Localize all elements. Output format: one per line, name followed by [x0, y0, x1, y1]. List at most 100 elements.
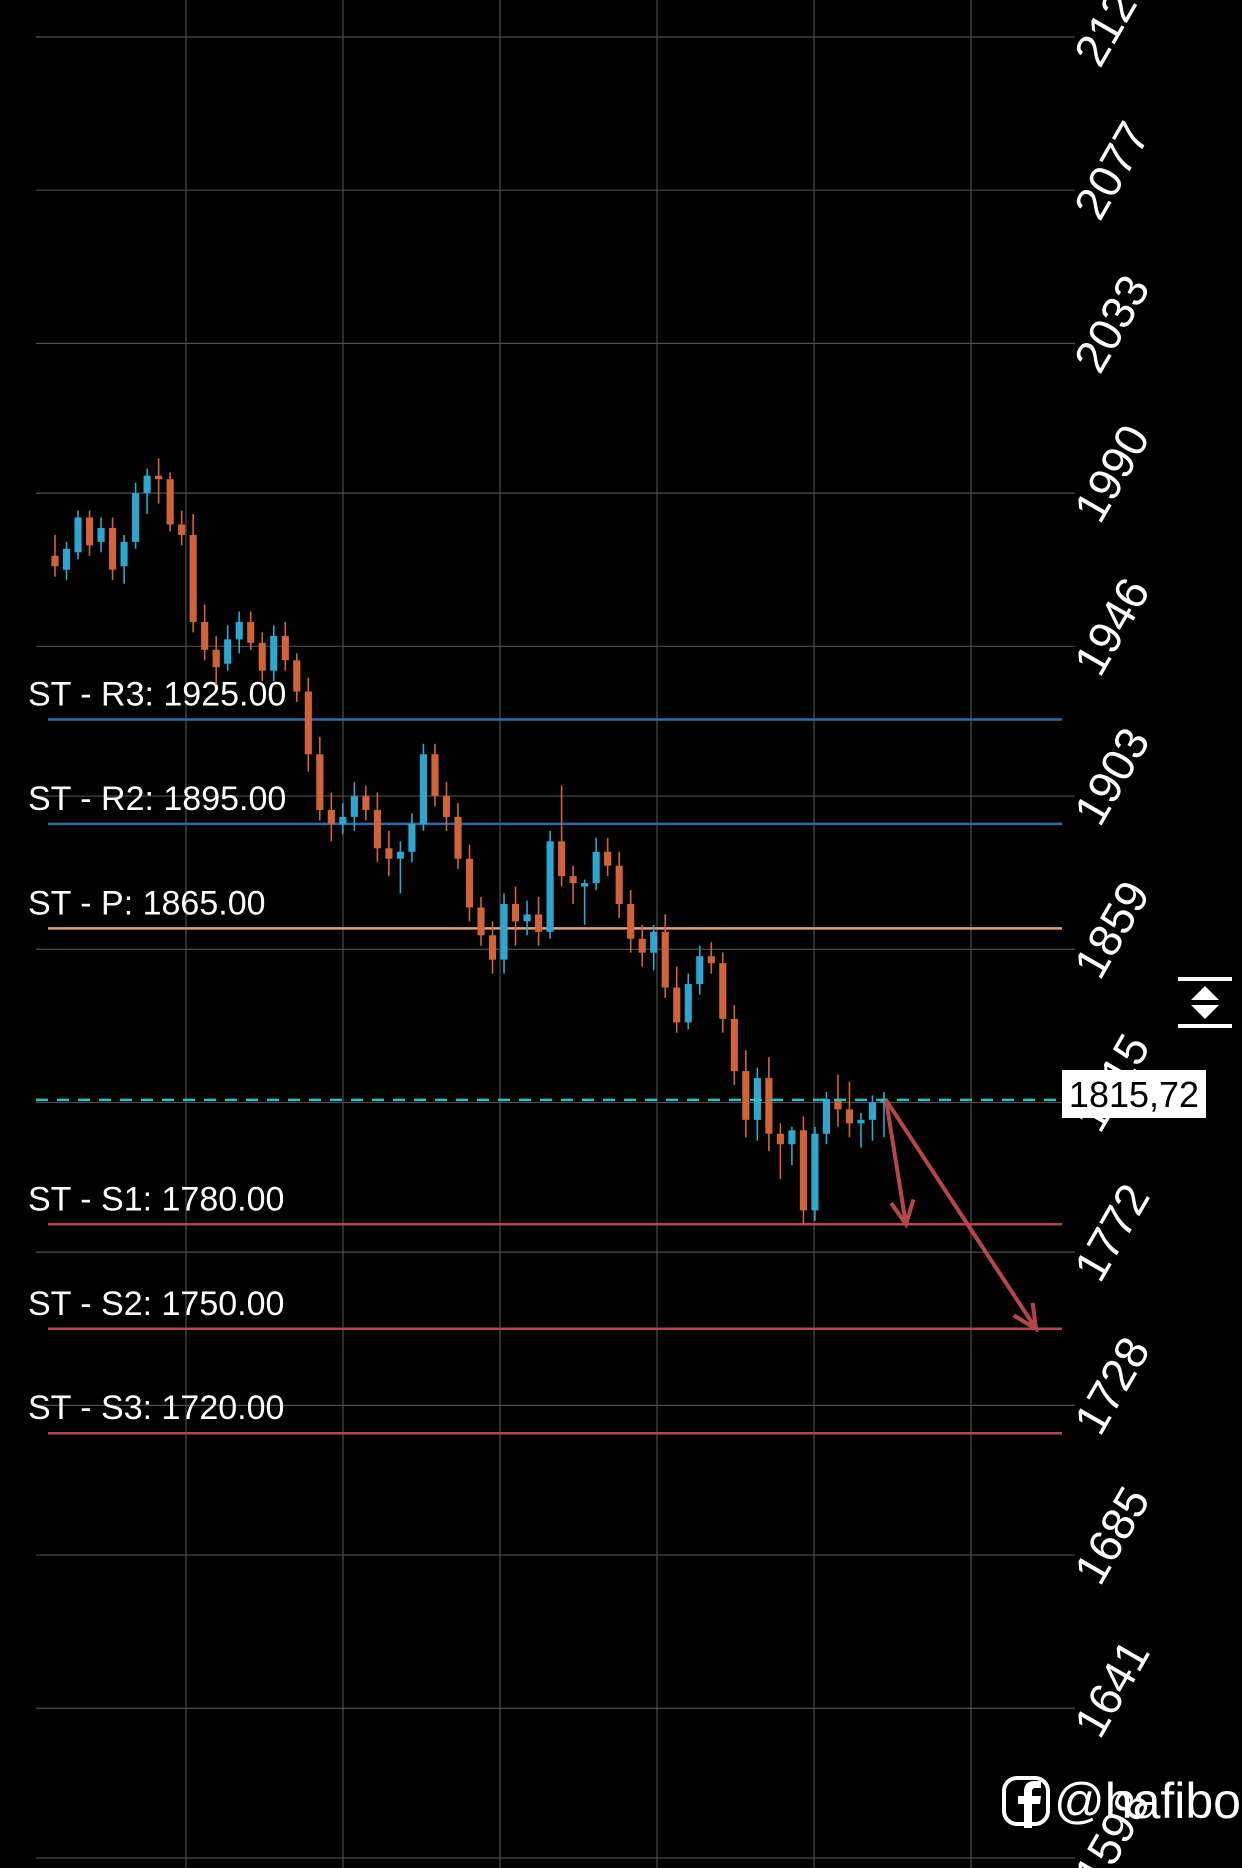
candle — [650, 924, 658, 971]
candle — [408, 813, 416, 863]
candle — [74, 510, 82, 560]
candle — [661, 914, 669, 998]
candle-body — [109, 527, 117, 570]
candle-body — [178, 524, 186, 535]
candle-body — [638, 938, 646, 953]
candle — [339, 803, 347, 835]
candle-body — [511, 903, 520, 922]
candle — [638, 924, 646, 967]
candle — [166, 472, 174, 532]
candle-body — [488, 935, 497, 960]
candle-body — [201, 621, 209, 650]
level-label: ST - R2: 1895.00 — [28, 780, 286, 818]
candle-body — [85, 517, 94, 546]
candle — [97, 517, 105, 553]
candle-body — [822, 1098, 830, 1134]
y-tick-label: 1772 — [1064, 1175, 1160, 1290]
candle-body — [615, 865, 623, 904]
candle-body — [500, 903, 508, 960]
level-label: ST - S2: 1750.00 — [28, 1285, 284, 1323]
candle-body — [673, 987, 681, 1023]
level-label: ST - S3: 1720.00 — [28, 1389, 284, 1427]
candle-body — [454, 816, 462, 859]
candle — [707, 942, 715, 974]
y-tick-label: 1685 — [1064, 1478, 1160, 1593]
candle — [535, 897, 543, 946]
candle — [270, 625, 278, 682]
candles — [51, 458, 888, 1225]
candle — [85, 510, 94, 556]
candle — [730, 1004, 738, 1086]
candle-body — [155, 475, 163, 480]
candle-body — [788, 1130, 796, 1145]
candle — [742, 1050, 750, 1138]
candle-body — [857, 1119, 865, 1124]
pivot-levels: ST - R3: 1925.00 ST - R2: 1895.00 ST - P: … — [28, 675, 1062, 1435]
y-axis-ticks[interactable]: 2121207720331990194619031859181517721728… — [1064, 0, 1160, 1868]
candle — [373, 792, 381, 863]
candle-body — [143, 475, 151, 494]
candle-body — [224, 639, 232, 664]
candle — [120, 534, 128, 584]
scale-toggle-button[interactable] — [1178, 977, 1232, 1028]
candle-body — [592, 851, 600, 884]
candle-body — [696, 956, 704, 985]
y-tick-label: 1728 — [1064, 1328, 1160, 1443]
candle — [868, 1095, 877, 1141]
candle — [627, 890, 635, 953]
candle — [546, 830, 554, 939]
candle — [776, 1123, 784, 1180]
candle — [684, 973, 692, 1030]
candle-body — [270, 635, 278, 671]
y-tick-label: 1946 — [1064, 569, 1160, 684]
candle — [247, 611, 255, 650]
candle-body — [293, 660, 301, 692]
candle-body — [350, 796, 358, 817]
candle-body — [120, 541, 128, 567]
projection-arrow-shaft — [884, 1098, 1038, 1330]
candle-body — [419, 754, 428, 824]
candle-body — [51, 555, 59, 567]
candle-body — [431, 754, 439, 797]
current-price-badge: 1815,72 — [1062, 1070, 1206, 1118]
candle — [62, 541, 71, 581]
candle-body — [166, 479, 174, 525]
candle-body — [546, 841, 554, 932]
level-label: ST - R3: 1925.00 — [28, 675, 286, 713]
candle-body — [719, 963, 727, 1019]
candle-body — [650, 931, 658, 953]
candle — [362, 785, 370, 821]
candle — [811, 1126, 819, 1221]
candle-body — [604, 851, 612, 866]
candle-body — [811, 1133, 819, 1211]
candle — [465, 844, 474, 922]
y-tick-label: 2077 — [1064, 113, 1160, 228]
candle-body — [62, 548, 71, 570]
candle-body — [742, 1071, 750, 1120]
y-tick-label: 1990 — [1064, 416, 1160, 531]
candle — [822, 1091, 830, 1145]
candle-body — [799, 1130, 807, 1211]
candle-body — [558, 841, 566, 877]
candle-body — [707, 956, 715, 964]
candle — [454, 803, 462, 870]
candle — [581, 879, 589, 925]
candle — [558, 785, 566, 887]
candle — [304, 677, 312, 772]
candle-body — [316, 754, 324, 810]
candle — [51, 534, 59, 577]
candle-body — [385, 848, 393, 859]
candle — [500, 893, 508, 974]
candle — [523, 900, 531, 936]
candle — [569, 865, 577, 904]
candle — [178, 510, 186, 546]
candle-body — [834, 1098, 842, 1110]
candle — [327, 792, 335, 842]
candle — [212, 635, 220, 685]
candle-body — [627, 903, 635, 939]
candle-body — [661, 931, 669, 988]
candle — [235, 611, 243, 654]
candle — [477, 897, 485, 946]
candle-body — [408, 823, 416, 852]
